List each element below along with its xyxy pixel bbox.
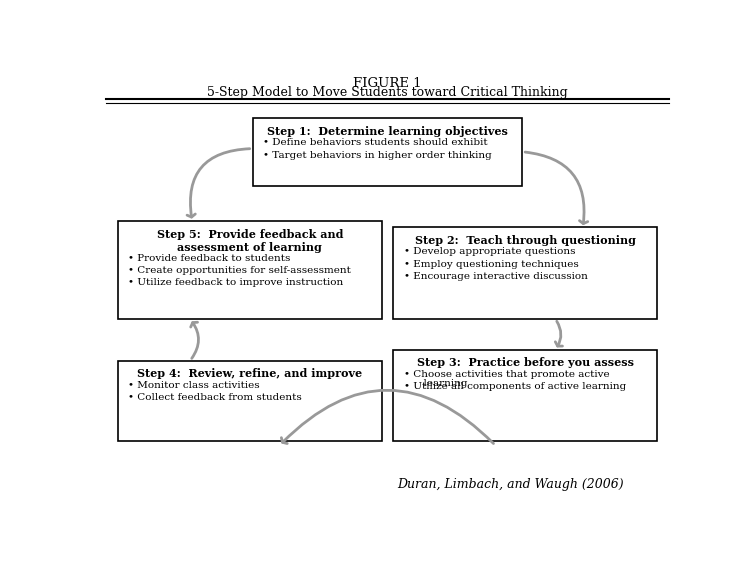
Text: • Define behaviors students should exhibit: • Define behaviors students should exhib… <box>263 138 488 147</box>
FancyBboxPatch shape <box>118 221 382 319</box>
Text: Step 2:  Teach through questioning: Step 2: Teach through questioning <box>414 235 636 246</box>
Text: • Develop appropriate questions: • Develop appropriate questions <box>404 247 575 256</box>
Text: Step 1:  Determine learning objectives: Step 1: Determine learning objectives <box>267 126 508 137</box>
Text: learning: learning <box>404 379 467 388</box>
Text: • Utilize feedback to improve instruction: • Utilize feedback to improve instructio… <box>129 278 344 287</box>
Text: 5-Step Model to Move Students toward Critical Thinking: 5-Step Model to Move Students toward Cri… <box>207 86 568 99</box>
Text: Duran, Limbach, and Waugh (2006): Duran, Limbach, and Waugh (2006) <box>397 479 624 492</box>
Text: • Target behaviors in higher order thinking: • Target behaviors in higher order think… <box>263 151 492 159</box>
Text: • Utilize all components of active learning: • Utilize all components of active learn… <box>404 382 626 391</box>
Text: • Choose activities that promote active: • Choose activities that promote active <box>404 370 609 379</box>
FancyBboxPatch shape <box>393 350 657 441</box>
FancyBboxPatch shape <box>393 227 657 319</box>
Text: Step 3:  Practice before you assess: Step 3: Practice before you assess <box>417 358 634 369</box>
Text: • Monitor class activities: • Monitor class activities <box>129 380 260 390</box>
Text: Step 5:  Provide feedback and: Step 5: Provide feedback and <box>156 229 343 240</box>
FancyBboxPatch shape <box>118 361 382 441</box>
Text: assessment of learning: assessment of learning <box>178 242 322 253</box>
Text: • Employ questioning techniques: • Employ questioning techniques <box>404 260 578 269</box>
FancyBboxPatch shape <box>253 119 522 186</box>
Text: Step 4:  Review, refine, and improve: Step 4: Review, refine, and improve <box>137 369 362 379</box>
Text: FIGURE 1: FIGURE 1 <box>353 77 422 90</box>
Text: • Encourage interactive discussion: • Encourage interactive discussion <box>404 272 587 281</box>
Text: • Create opportunities for self-assessment: • Create opportunities for self-assessme… <box>129 266 352 275</box>
Text: • Collect feedback from students: • Collect feedback from students <box>129 393 302 402</box>
Text: • Provide feedback to students: • Provide feedback to students <box>129 254 291 263</box>
